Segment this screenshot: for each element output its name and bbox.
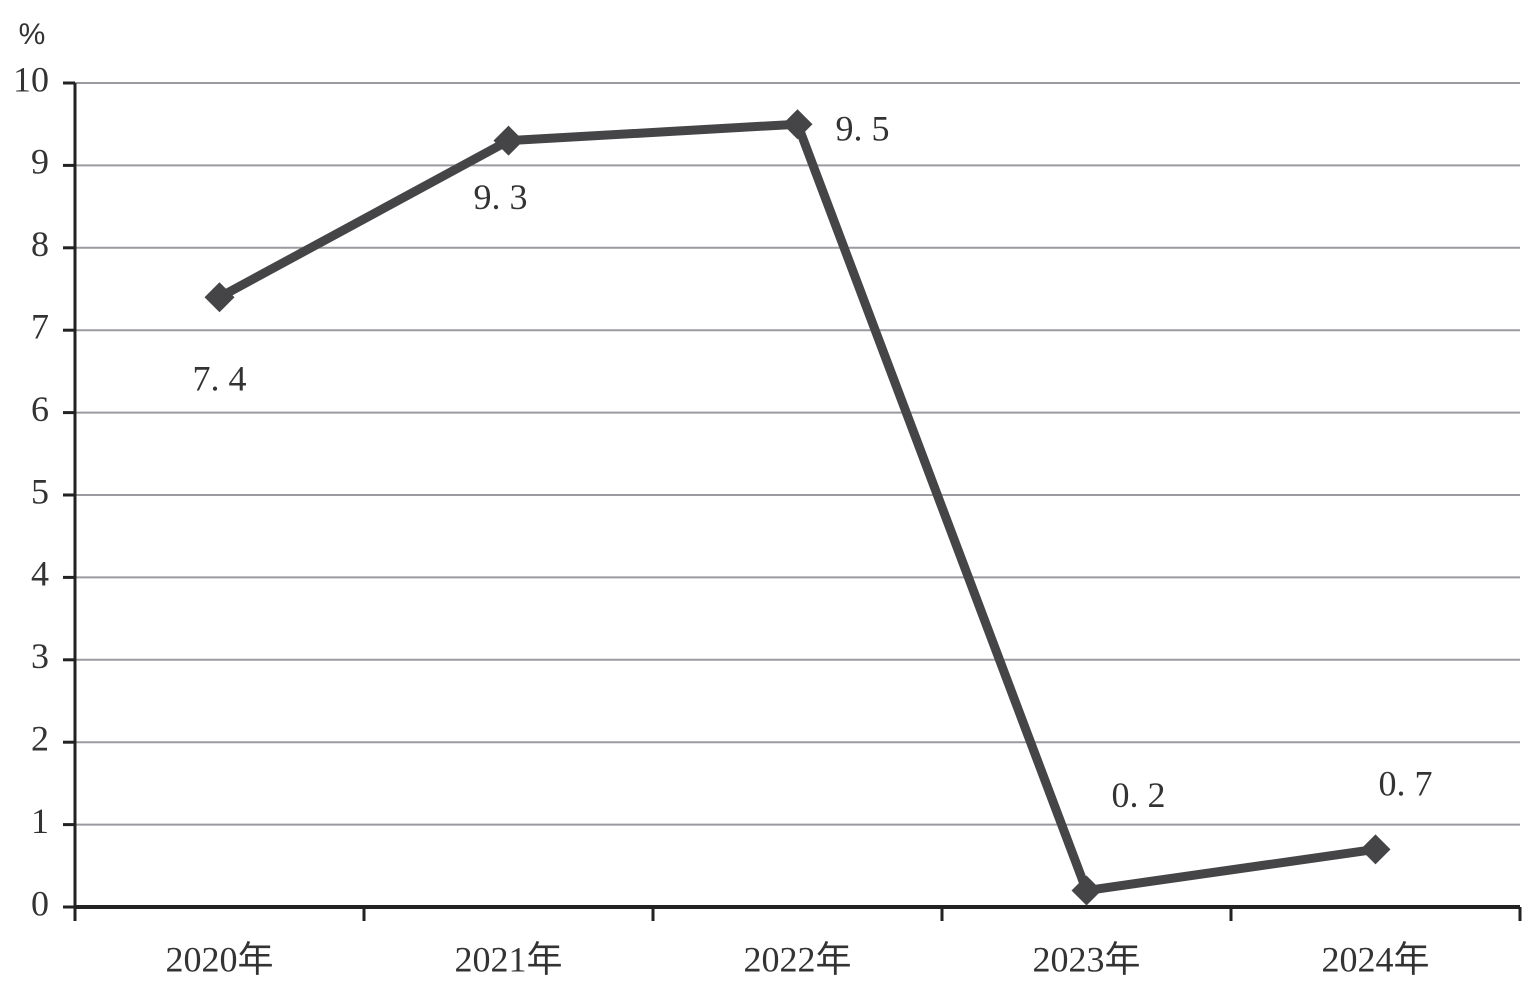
y-tick-label: 1: [31, 801, 49, 841]
y-tick-label: 0: [31, 883, 49, 923]
y-tick-label: 4: [31, 554, 49, 594]
y-tick-label: 5: [31, 471, 49, 511]
x-tick-label: 2024年: [1321, 939, 1429, 979]
x-tick-label: 2022年: [743, 939, 851, 979]
y-tick-label: 10: [13, 59, 49, 99]
x-tick-label: 2021年: [454, 939, 562, 979]
y-tick-label: 6: [31, 389, 49, 429]
x-tick-label: 2023年: [1032, 939, 1140, 979]
y-tick-label: 2: [31, 718, 49, 758]
marker: [782, 109, 813, 140]
y-tick-label: 8: [31, 224, 49, 264]
y-axis-unit: %: [19, 18, 46, 51]
marker: [1360, 834, 1391, 865]
y-tick-label: 3: [31, 636, 49, 676]
y-tick-label: 9: [31, 142, 49, 182]
x-tick-label: 2020年: [165, 939, 273, 979]
marker: [1071, 875, 1102, 906]
marker: [204, 282, 235, 313]
data-label: 7. 4: [193, 359, 247, 399]
data-label: 0. 7: [1379, 764, 1433, 804]
data-label: 9. 3: [474, 177, 528, 217]
y-tick-label: 7: [31, 306, 49, 346]
data-label: 0. 2: [1112, 775, 1166, 815]
data-label: 9. 5: [836, 108, 890, 148]
marker: [493, 125, 524, 156]
